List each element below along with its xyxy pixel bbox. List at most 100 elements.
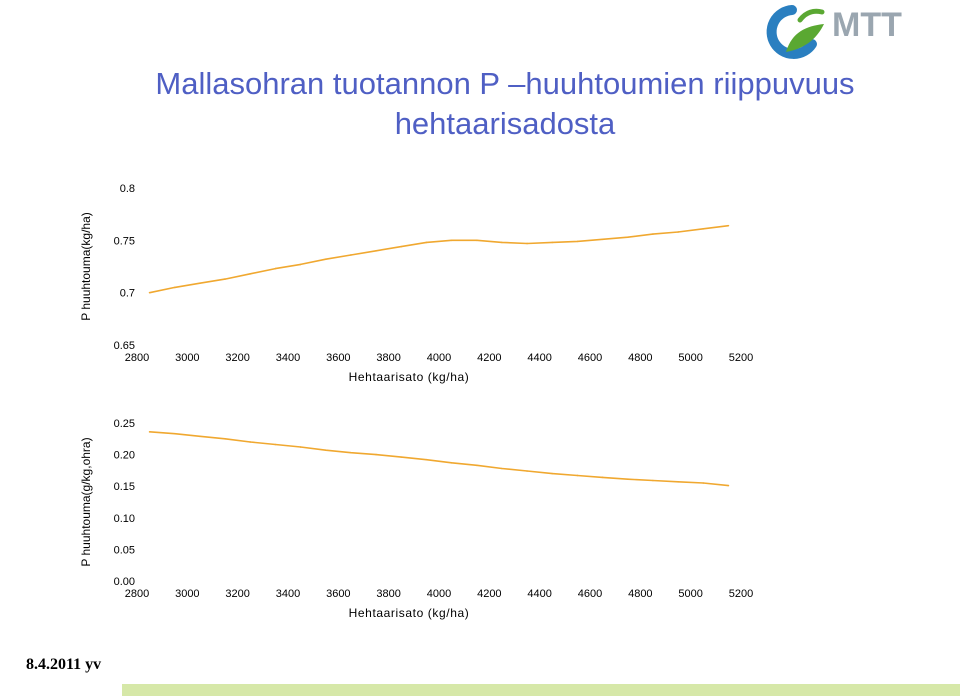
data-point	[324, 258, 327, 260]
x-tick-label: 3400	[276, 588, 300, 600]
x-tick-label: 4200	[477, 352, 501, 364]
y-tick-label: 0.10	[114, 513, 135, 525]
data-point	[299, 263, 302, 266]
data-point	[551, 241, 554, 244]
data-point	[526, 242, 528, 245]
data-point	[173, 286, 176, 289]
data-point	[551, 472, 554, 475]
data-point	[702, 482, 705, 484]
data-point	[576, 240, 579, 243]
x-tick-label: 3600	[326, 588, 350, 600]
data-point	[274, 267, 277, 270]
data-point	[450, 462, 453, 464]
data-point	[224, 438, 226, 440]
data-point	[199, 282, 201, 285]
x-tick-label: 3200	[225, 588, 249, 600]
data-point	[727, 484, 730, 487]
data-point	[501, 241, 503, 244]
data-point	[626, 236, 629, 238]
mtt-logo: MTT	[766, 5, 902, 59]
mtt-swirl-logo-icon	[766, 5, 825, 59]
date-label: 8.4.2011 yv	[26, 656, 102, 673]
data-point	[702, 228, 705, 230]
data-point	[601, 476, 604, 479]
data-point	[677, 231, 679, 233]
y-axis-label: P huuhtouma(g/kg,ohra)	[79, 437, 93, 566]
data-point	[148, 291, 151, 294]
chart-p-loss-per-ha: 0.65 0.7 0.75 0.8 2800 3000 3200 3400 3600 3800 40…	[79, 183, 753, 384]
data-point	[501, 467, 503, 470]
x-tick-label: 4400	[527, 588, 551, 600]
data-point	[400, 456, 403, 458]
y-tick-label: 0.15	[114, 481, 135, 493]
data-point	[299, 446, 302, 448]
title-line-1: Mallasohran tuotannon P –huuhtoumien rii…	[155, 66, 855, 101]
data-point	[375, 250, 377, 252]
x-tick-label: 3200	[225, 352, 249, 364]
title-line-2: hehtaarisadosta	[394, 106, 616, 141]
x-tick-label: 3800	[376, 588, 400, 600]
y-tick-label: 0.7	[120, 288, 135, 300]
data-point	[375, 453, 377, 456]
data-point	[652, 233, 654, 235]
x-tick-label: 3600	[326, 352, 350, 364]
data-point	[148, 431, 151, 433]
series-line	[149, 224, 729, 294]
y-tick-label: 0.65	[114, 340, 135, 352]
logo-text: MTT	[832, 6, 902, 44]
data-point	[350, 451, 352, 454]
x-tick-label: 4800	[628, 588, 652, 600]
y-tick-label: 0.05	[114, 544, 135, 556]
data-point	[475, 239, 478, 242]
y-tick-label: 0.8	[120, 183, 135, 195]
data-point	[626, 478, 629, 481]
data-point	[425, 458, 428, 461]
data-point	[677, 480, 679, 483]
y-axis-label: P huuhtouma(kg/ha)	[79, 212, 93, 321]
x-tick-label: 2800	[125, 588, 149, 600]
data-point	[475, 464, 478, 467]
y-tick-label: 0.00	[114, 576, 135, 588]
data-point	[249, 273, 252, 275]
data-point	[350, 254, 352, 256]
x-tick-label: 4000	[427, 352, 451, 364]
data-point	[601, 238, 604, 241]
y-tick-label: 0.75	[114, 235, 135, 247]
x-axis-label: Hehtaarisato (kg/ha)	[349, 606, 470, 620]
series-line	[149, 431, 729, 487]
x-tick-label: 4600	[578, 588, 602, 600]
x-tick-label: 5000	[678, 352, 702, 364]
y-tick-label: 0.20	[114, 450, 135, 462]
x-tick-label: 5200	[729, 352, 753, 364]
x-tick-label: 5200	[729, 588, 753, 600]
data-point	[199, 435, 201, 438]
x-axis-label: Hehtaarisato (kg/ha)	[349, 370, 470, 384]
x-tick-label: 4000	[427, 588, 451, 600]
data-point	[576, 474, 579, 477]
data-point	[224, 278, 226, 280]
x-tick-label: 4400	[527, 352, 551, 364]
data-point	[652, 479, 654, 482]
data-point	[526, 470, 528, 472]
data-point	[425, 241, 428, 244]
data-point	[249, 441, 252, 443]
data-point	[400, 245, 403, 248]
x-tick-label: 3000	[175, 588, 199, 600]
x-tick-label: 4200	[477, 588, 501, 600]
footer-bar	[122, 684, 960, 696]
x-tick-label: 2800	[125, 352, 149, 364]
x-tick-label: 3800	[376, 352, 400, 364]
data-point	[274, 443, 277, 446]
x-tick-label: 4600	[578, 352, 602, 364]
x-tick-label: 3400	[276, 352, 300, 364]
x-tick-label: 3000	[175, 352, 199, 364]
data-point	[450, 239, 453, 242]
data-point	[173, 432, 176, 435]
x-tick-label: 4800	[628, 352, 652, 364]
data-point	[324, 449, 327, 451]
page-title: Mallasohran tuotannon P –huuhtoumien rii…	[60, 64, 950, 144]
chart-p-loss-per-kg: 0.00 0.05 0.10 0.15 0.20 0.25 2800 3000 3200 3400…	[79, 418, 753, 620]
data-point	[727, 224, 730, 227]
y-tick-label: 0.25	[114, 418, 135, 430]
x-tick-label: 5000	[678, 588, 702, 600]
